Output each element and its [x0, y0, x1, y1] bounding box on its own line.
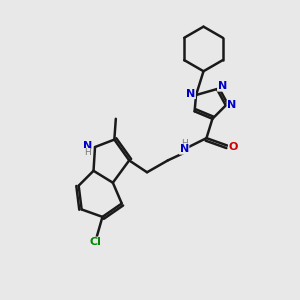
Text: N: N: [218, 81, 227, 91]
Text: Cl: Cl: [90, 237, 102, 247]
Text: O: O: [229, 142, 238, 152]
Text: N: N: [180, 144, 189, 154]
Text: N: N: [227, 100, 236, 110]
Text: H: H: [181, 139, 188, 148]
Text: N: N: [83, 140, 92, 151]
Text: H: H: [84, 148, 91, 158]
Text: N: N: [186, 88, 195, 98]
